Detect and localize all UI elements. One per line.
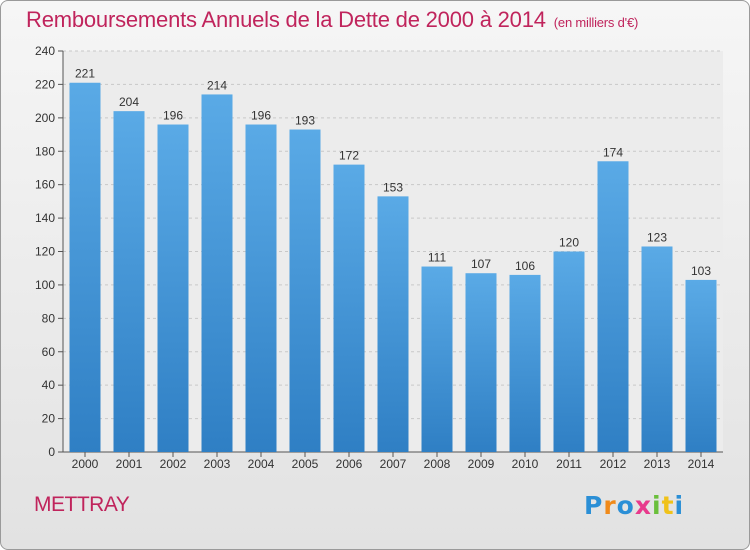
logo-letter: i xyxy=(652,491,662,520)
x-tick-label: 2004 xyxy=(248,457,275,471)
bar xyxy=(641,246,673,452)
bar xyxy=(113,111,145,453)
bar-value-label: 204 xyxy=(119,95,139,109)
proxiti-logo: Proxiti xyxy=(584,491,684,520)
y-tick-label: 100 xyxy=(35,278,55,292)
bar-value-label: 174 xyxy=(603,145,623,159)
bar xyxy=(509,274,541,452)
bar-value-label: 221 xyxy=(75,67,95,81)
bar-value-label: 153 xyxy=(383,180,403,194)
bar xyxy=(377,196,409,452)
y-tick-label: 40 xyxy=(42,378,56,392)
bar xyxy=(685,279,717,452)
x-tick-label: 2013 xyxy=(644,457,671,471)
x-tick-label: 2003 xyxy=(204,457,231,471)
y-tick-label: 220 xyxy=(35,77,55,91)
y-tick-label: 160 xyxy=(35,178,55,192)
y-tick-label: 200 xyxy=(35,111,55,125)
logo-letter: t xyxy=(661,491,675,520)
y-tick-label: 140 xyxy=(35,211,55,225)
bar xyxy=(333,164,365,452)
logo-letter: r xyxy=(603,491,617,520)
x-tick-label: 2006 xyxy=(336,457,363,471)
bar-value-label: 196 xyxy=(163,109,183,123)
y-tick-label: 80 xyxy=(42,311,56,325)
bar-value-label: 172 xyxy=(339,149,359,163)
chart-title-text: Remboursements Annuels de la Dette de 20… xyxy=(26,7,546,32)
logo-letter: o xyxy=(616,491,635,520)
x-tick-label: 2007 xyxy=(380,457,407,471)
x-tick-label: 2000 xyxy=(72,457,99,471)
bar xyxy=(201,94,233,453)
x-tick-label: 2001 xyxy=(116,457,143,471)
bar xyxy=(289,129,321,452)
y-tick-label: 240 xyxy=(35,44,55,58)
bar-value-label: 111 xyxy=(428,251,447,265)
x-tick-label: 2002 xyxy=(160,457,187,471)
bar-value-label: 193 xyxy=(295,114,315,128)
logo-letter: i xyxy=(674,491,685,520)
x-tick-label: 2012 xyxy=(600,457,627,471)
bar xyxy=(69,82,101,452)
x-tick-label: 2010 xyxy=(512,457,539,471)
city-label: METTRAY xyxy=(34,493,130,516)
x-tick-label: 2005 xyxy=(292,457,319,471)
logo-letter: P xyxy=(584,491,604,520)
x-tick-label: 2008 xyxy=(424,457,451,471)
bar xyxy=(421,266,453,452)
logo-letter: x xyxy=(634,491,652,520)
y-tick-label: 60 xyxy=(42,345,56,359)
bar xyxy=(465,273,497,452)
bar-value-label: 103 xyxy=(691,264,711,278)
x-tick-label: 2011 xyxy=(556,457,582,471)
y-tick-label: 180 xyxy=(35,144,55,158)
x-tick-label: 2014 xyxy=(688,457,715,471)
bar-value-label: 123 xyxy=(647,230,667,244)
bar-value-label: 196 xyxy=(251,109,271,123)
chart-title-unit: (en milliers d'€) xyxy=(553,15,639,30)
bar xyxy=(245,124,277,453)
bar xyxy=(157,124,189,453)
bar-value-label: 107 xyxy=(471,257,491,271)
bar-value-label: 214 xyxy=(207,78,227,92)
bar xyxy=(597,161,629,452)
y-tick-label: 0 xyxy=(48,445,55,459)
y-tick-label: 20 xyxy=(42,412,56,426)
y-tick-label: 120 xyxy=(35,245,55,259)
bar-value-label: 106 xyxy=(515,259,535,273)
bar xyxy=(553,251,585,452)
bar-value-label: 120 xyxy=(559,236,579,250)
x-tick-label: 2009 xyxy=(468,457,495,471)
chart-title: Remboursements Annuels de la Dette de 20… xyxy=(26,7,638,33)
